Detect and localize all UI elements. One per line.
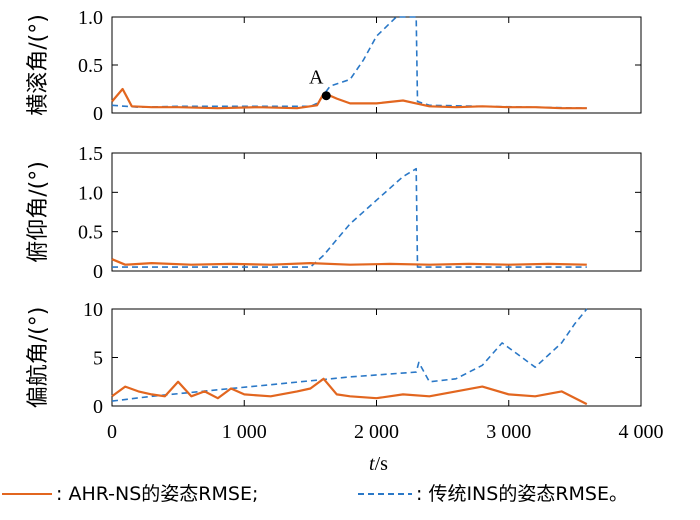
y-tick-label: 5 [93,348,103,370]
y-axis-title-3: 偏航角/(°) [26,307,51,409]
ahrns-rmse-line [111,258,587,266]
y-tick-label: 1.5 [78,143,103,165]
ins-rmse-line [112,167,587,268]
panel-frame-1 [111,16,642,114]
panel-frame-2 [111,152,642,272]
y-axis-title-2: 俯仰角/(°) [26,161,51,263]
annotation-point [321,91,331,101]
ahrns-rmse-line [111,377,588,406]
y-axis-title-1: 横滚角/(°) [26,14,51,116]
x-axis-title-var: t [369,453,375,475]
x-tick-label: 3 000 [486,421,531,443]
ahrns-rmse-line [111,87,587,110]
y-tick-label: 0.5 [78,55,103,77]
y-tick-label: 0.5 [78,222,103,244]
y-tick-label: 0 [93,261,103,283]
x-axis-title-unit: /s [375,453,389,475]
x-axis-title: t/s [369,453,388,475]
annotation-label: A [309,67,324,89]
x-tick-label: 1 000 [222,421,267,443]
x-tick-label: 2 000 [354,421,399,443]
legend-label-ins: : 传统INS的姿态RMSE。 [416,483,628,505]
y-tick-label: 0 [93,396,103,418]
legend-label-ahrns: : AHR-NS的姿态RMSE; [56,483,258,505]
ins-rmse-line [111,308,588,402]
y-tick-label: 0 [93,103,103,125]
y-tick-label: 1.0 [78,7,103,29]
y-tick-label: 10 [83,299,103,321]
x-tick-label: 4 000 [619,421,664,443]
ins-rmse-line [111,16,587,109]
x-tick-label: 0 [107,421,117,443]
y-tick-label: 1.0 [78,182,103,204]
